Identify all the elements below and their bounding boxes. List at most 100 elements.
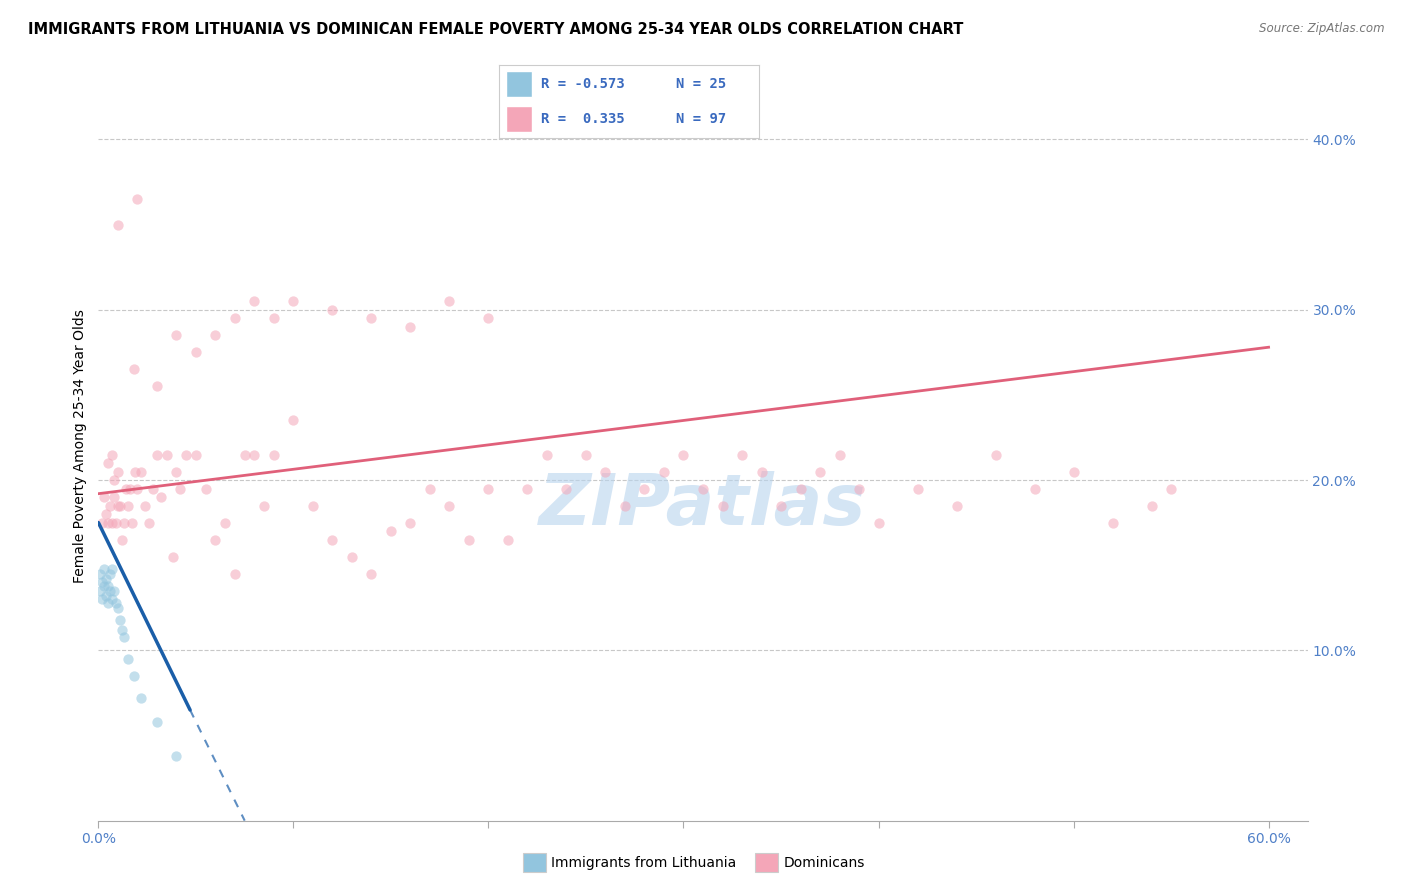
Text: R =  0.335: R = 0.335 [541, 112, 624, 127]
Point [360, 566, 382, 581]
Point [146, 379, 169, 393]
Point [204, 328, 226, 343]
Point [828, 448, 851, 462]
Point [93, 561, 115, 575]
Point [156, 448, 179, 462]
Point [108, 499, 131, 513]
Point [96, 507, 118, 521]
Point [104, 516, 127, 530]
Point [769, 499, 792, 513]
Point [419, 482, 441, 496]
Point [253, 499, 276, 513]
Point [124, 465, 146, 479]
Point [121, 516, 143, 530]
Point [1160, 482, 1182, 496]
Point [122, 362, 145, 376]
Point [127, 192, 149, 206]
Point [321, 302, 343, 317]
Point [91, 575, 114, 590]
FancyBboxPatch shape [506, 106, 531, 132]
Point [496, 533, 519, 547]
Point [134, 499, 156, 513]
Point [117, 652, 139, 666]
Point [984, 448, 1007, 462]
Point [516, 482, 538, 496]
Point [91, 516, 114, 530]
Point [98, 566, 121, 581]
Point [907, 482, 929, 496]
Point [162, 549, 184, 564]
Point [146, 448, 169, 462]
Point [614, 499, 637, 513]
Point [165, 748, 187, 763]
Point [672, 448, 695, 462]
Point [633, 482, 655, 496]
Point [101, 516, 124, 530]
Point [731, 448, 754, 462]
Point [194, 482, 217, 496]
Point [214, 516, 236, 530]
Text: Source: ZipAtlas.com: Source: ZipAtlas.com [1260, 22, 1385, 36]
Point [808, 465, 831, 479]
Point [103, 473, 125, 487]
Point [101, 448, 124, 462]
Point [122, 669, 145, 683]
Point [112, 516, 135, 530]
Point [169, 482, 191, 496]
Point [146, 714, 169, 729]
Point [104, 596, 127, 610]
Point [107, 465, 129, 479]
Point [93, 490, 115, 504]
Point [321, 533, 343, 547]
Point [138, 516, 160, 530]
Point [652, 465, 675, 479]
Point [117, 499, 139, 513]
Point [575, 448, 598, 462]
Point [233, 448, 256, 462]
Point [751, 465, 773, 479]
Point [97, 579, 120, 593]
Point [360, 311, 382, 326]
Point [283, 413, 305, 427]
Point [1024, 482, 1046, 496]
Point [93, 579, 115, 593]
Point [380, 524, 402, 538]
Point [1063, 465, 1085, 479]
Point [98, 499, 121, 513]
Text: ZIPatlas: ZIPatlas [540, 472, 866, 541]
Point [103, 490, 125, 504]
Point [101, 592, 124, 607]
Point [340, 549, 363, 564]
Point [97, 596, 120, 610]
Point [107, 600, 129, 615]
Point [302, 499, 325, 513]
Point [97, 456, 120, 470]
Text: N = 25: N = 25 [676, 77, 727, 91]
Point [111, 533, 134, 547]
Point [98, 583, 121, 598]
Point [107, 499, 129, 513]
Point [174, 448, 197, 462]
Point [149, 490, 172, 504]
Point [439, 499, 461, 513]
Text: Immigrants from Lithuania: Immigrants from Lithuania [551, 855, 737, 870]
Text: IMMIGRANTS FROM LITHUANIA VS DOMINICAN FEMALE POVERTY AMONG 25-34 YEAR OLDS CORR: IMMIGRANTS FROM LITHUANIA VS DOMINICAN F… [28, 22, 963, 37]
Point [399, 516, 422, 530]
Point [111, 623, 134, 637]
Point [165, 465, 187, 479]
Point [243, 448, 266, 462]
Text: Dominicans: Dominicans [783, 855, 865, 870]
Point [224, 566, 246, 581]
Point [224, 311, 246, 326]
Point [89, 583, 111, 598]
Point [114, 482, 136, 496]
Point [108, 613, 131, 627]
Point [477, 482, 499, 496]
Point [1140, 499, 1163, 513]
Point [107, 218, 129, 232]
Point [536, 448, 558, 462]
Point [89, 566, 111, 581]
Point [1101, 516, 1123, 530]
Point [595, 465, 617, 479]
Point [711, 499, 734, 513]
